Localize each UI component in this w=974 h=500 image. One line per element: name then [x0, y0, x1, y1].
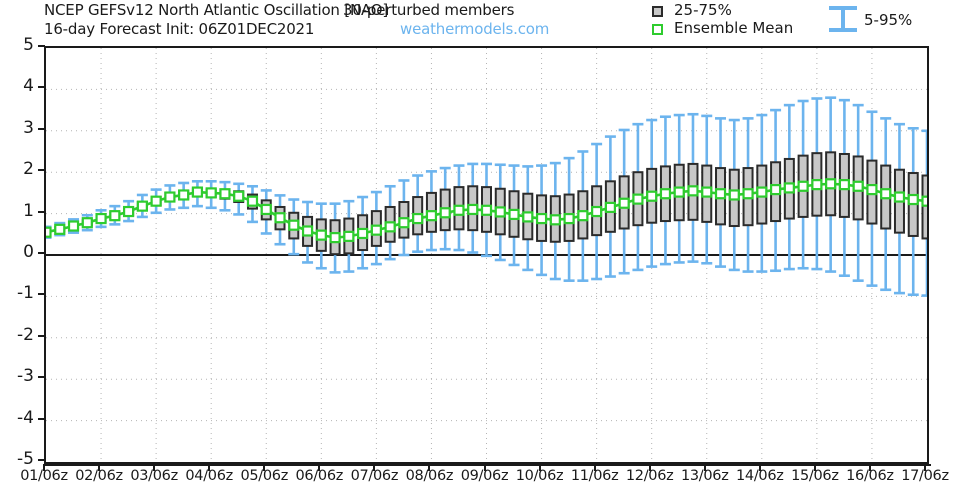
x-axis-tick-label: 15/06z	[791, 468, 839, 484]
x-axis-tick	[43, 464, 45, 471]
y-axis-tick-label: 1	[23, 200, 34, 221]
y-axis-tick	[38, 127, 45, 130]
y-axis-tick	[38, 45, 45, 47]
plot-area	[44, 46, 929, 464]
y-axis-tick	[38, 459, 45, 461]
chart-title-line2: 16-day Forecast Init: 06Z01DEC2021	[44, 20, 315, 38]
chart-title-members: 30-perturbed members	[343, 1, 515, 19]
y-axis-tick	[38, 376, 45, 379]
x-axis-tick	[98, 464, 101, 471]
x-axis-tick-label: 01/06z	[20, 468, 68, 484]
y-axis-tick	[38, 86, 45, 89]
x-axis-tick-label: 03/06z	[130, 468, 178, 484]
legend-label-spread: 5-95%	[864, 11, 913, 29]
x-axis-tick-label: 07/06z	[350, 468, 399, 484]
x-axis-tick	[758, 464, 761, 471]
iqr-box	[921, 174, 927, 240]
x-axis-tick-label: 11/06z	[570, 468, 619, 484]
y-axis-tick	[38, 293, 45, 296]
x-axis-tick-label: 12/06z	[625, 468, 674, 484]
x-axis-tick	[318, 464, 321, 471]
x-axis-tick	[153, 464, 156, 471]
x-axis-tick	[593, 464, 596, 471]
x-axis-tick-label: 08/06z	[405, 468, 454, 484]
y-axis-tick-label: -1	[17, 283, 34, 304]
plot-svg	[46, 48, 927, 462]
x-axis-tick	[648, 464, 651, 471]
y-axis-tick-label: -3	[17, 366, 34, 387]
x-axis-tick	[813, 464, 816, 471]
x-axis-tick-label: 14/06z	[736, 468, 784, 484]
x-axis-tick	[538, 464, 541, 471]
x-axis-tick	[924, 464, 926, 471]
x-axis-tick	[428, 464, 431, 471]
x-axis-tick-label: 16/06z	[846, 468, 894, 484]
x-axis-tick-label: 04/06z	[185, 468, 233, 484]
x-axis-tick-label: 02/06z	[75, 468, 123, 484]
legend-label-mean: Ensemble Mean	[674, 19, 794, 37]
y-axis-tick-label: -4	[17, 407, 34, 428]
y-axis-tick-label: 5	[23, 35, 34, 55]
y-axis-tick-label: 4	[23, 76, 34, 97]
y-axis-tick	[38, 417, 45, 420]
watermark-site-label: weathermodels.com	[400, 20, 550, 38]
legend-swatch-mean-icon	[652, 24, 663, 35]
x-axis-line	[44, 464, 931, 466]
chart-header: NCEP GEFSv12 North Atlantic Oscillation …	[0, 0, 974, 38]
y-axis-tick	[38, 334, 45, 337]
y-axis-tick-label: 0	[23, 242, 34, 262]
x-axis-tick	[208, 464, 211, 471]
x-axis-tick	[373, 464, 376, 471]
x-axis-tick	[703, 464, 706, 471]
x-axis-tick-label: 09/06z	[460, 468, 509, 484]
x-axis-tick-label: 13/06z	[680, 468, 729, 484]
y-axis-tick-label: -2	[17, 324, 34, 345]
x-axis-tick-label: 10/06z	[515, 468, 564, 484]
y-axis-tick-label: 3	[23, 117, 34, 138]
x-axis-tick	[483, 464, 486, 471]
ensemble-mean-markers	[46, 178, 927, 244]
legend-swatch-spread-icon	[828, 4, 858, 34]
y-axis-tick	[38, 210, 45, 213]
x-axis-tick	[263, 464, 266, 471]
y-axis-tick	[38, 169, 45, 172]
x-axis-tick-label: 17/06z	[901, 468, 949, 484]
x-axis-tick-label: 06/06z	[295, 468, 344, 484]
chart-title-line1: NCEP GEFSv12 North Atlantic Oscillation …	[44, 1, 389, 19]
y-axis-tick-label: -5	[17, 449, 34, 469]
legend-swatch-iqr-icon	[652, 6, 663, 17]
legend-label-iqr: 25-75%	[674, 1, 732, 19]
x-axis-tick	[868, 464, 871, 471]
y-axis-tick-label: 2	[23, 159, 34, 180]
x-axis-tick-label: 05/06z	[240, 468, 289, 484]
y-axis-tick	[38, 252, 45, 254]
